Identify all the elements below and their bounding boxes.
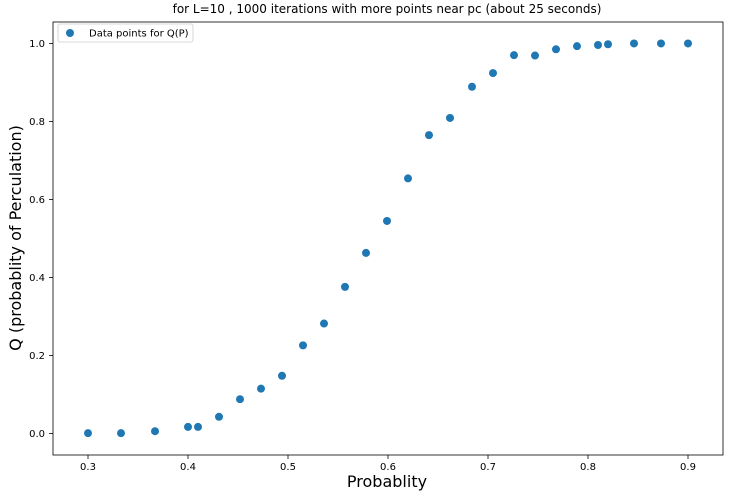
data-point — [194, 422, 202, 431]
data-point — [604, 40, 612, 49]
y-tick-label: 0.0 — [29, 429, 45, 440]
data-point — [299, 341, 307, 350]
x-tick-label: 0.6 — [380, 462, 396, 473]
data-point — [630, 39, 638, 48]
x-tick-label: 0.3 — [80, 462, 96, 473]
data-point — [341, 282, 349, 291]
legend-label: Data points for Q(P) — [89, 29, 189, 40]
y-tick-label: 0.2 — [29, 351, 45, 362]
x-tick-label: 0.9 — [680, 462, 696, 473]
plot-area-frame — [52, 21, 724, 456]
x-axis-ticks: 0.3 0.4 0.5 0.6 0.7 0.8 0.9 — [80, 455, 696, 473]
data-point — [320, 319, 328, 328]
data-point — [552, 45, 560, 54]
data-point — [84, 429, 92, 438]
y-axis-label: Q (probablity of Perculation) — [6, 125, 25, 351]
data-point — [594, 41, 602, 50]
data-point — [151, 427, 159, 436]
y-tick-label: 1.0 — [29, 39, 45, 50]
data-point — [362, 248, 370, 257]
x-tick-label: 0.4 — [180, 462, 196, 473]
x-tick-label: 0.7 — [480, 462, 496, 473]
data-point — [657, 39, 665, 48]
data-point — [510, 51, 518, 60]
x-tick-label: 0.8 — [580, 462, 596, 473]
data-point — [425, 131, 433, 140]
x-tick-label: 0.5 — [280, 462, 296, 473]
data-point — [531, 51, 539, 60]
legend-box — [57, 23, 194, 43]
data-point — [404, 174, 412, 183]
data-point — [236, 395, 244, 404]
y-tick-label: 0.4 — [29, 273, 45, 284]
data-point — [257, 384, 265, 393]
data-points — [84, 39, 692, 438]
y-tick-label: 0.8 — [29, 117, 45, 128]
y-tick-label: 0.6 — [29, 195, 45, 206]
data-point — [573, 42, 581, 51]
data-point — [446, 113, 454, 122]
data-point — [383, 216, 391, 225]
data-point — [468, 82, 476, 91]
data-point — [215, 412, 223, 421]
x-axis-label: Probablity — [347, 472, 427, 491]
data-point — [184, 422, 192, 431]
data-point — [489, 69, 497, 78]
y-axis-ticks: 0.0 0.2 0.4 0.6 0.8 1.0 — [29, 39, 53, 440]
legend: Data points for Q(P) — [57, 23, 194, 43]
legend-marker — [66, 29, 74, 37]
data-point — [278, 371, 286, 380]
chart-title: for L=10 , 1000 iterations with more poi… — [173, 2, 602, 16]
data-point — [117, 429, 125, 438]
data-point — [684, 39, 692, 48]
